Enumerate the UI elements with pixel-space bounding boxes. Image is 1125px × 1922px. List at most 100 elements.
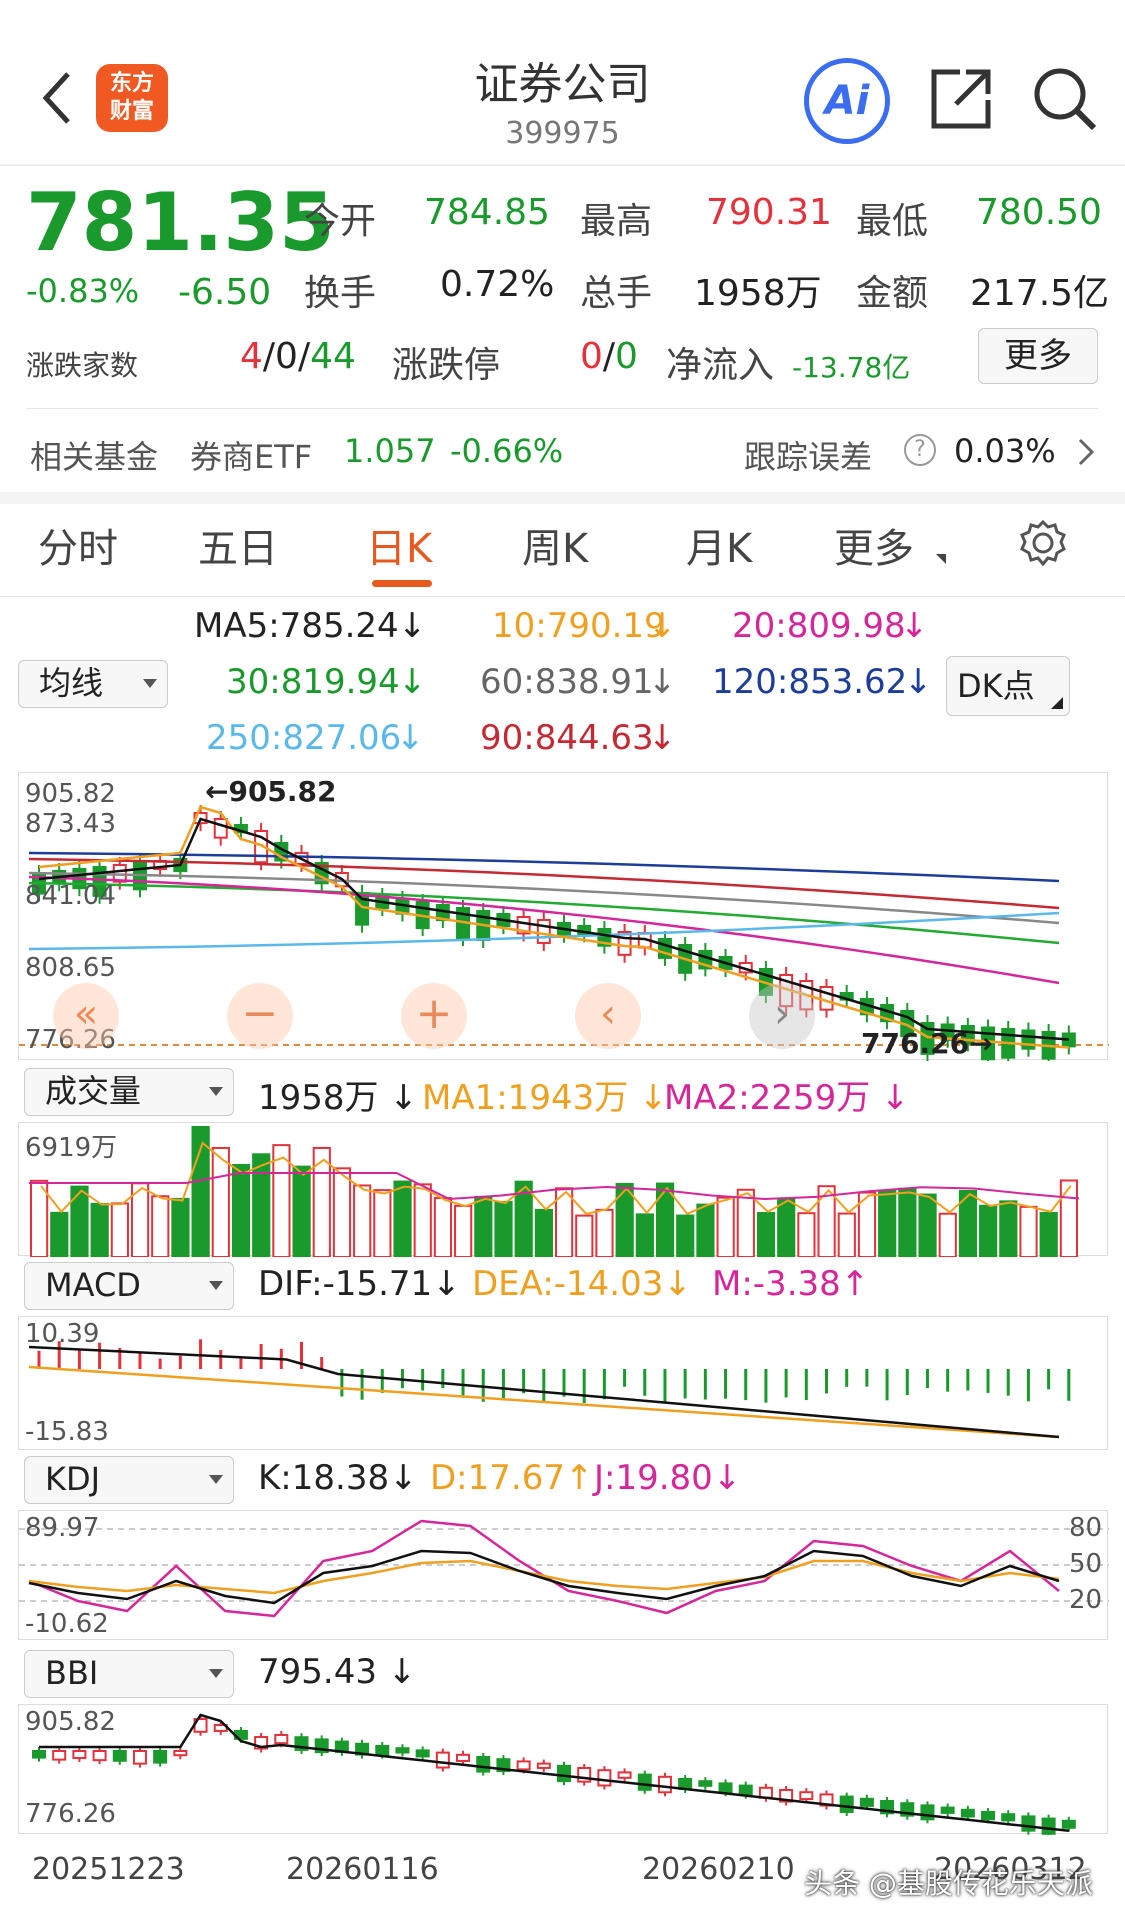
volume-bar [252,1153,271,1257]
ma120-line [28,851,1060,883]
volume-bar [50,1211,69,1257]
kdj-chart[interactable]: 89.97 -10.62 80 50 20 [18,1510,1109,1640]
breadth-down: 44 [310,336,356,377]
watermark: 头条 @基股传花乐天派 [804,1867,1093,1900]
date-label: 20260312 [934,1852,1087,1887]
bbi-candle [799,1791,814,1801]
limit-values: 0/0 [580,336,638,377]
jump-start-button[interactable]: « [53,983,119,1049]
ma10-line [38,805,1069,1049]
bbi-chart[interactable]: 905.82 776.26 [18,1704,1108,1835]
bbi-candle [940,1806,955,1814]
stock-code: 399975 [505,116,620,151]
volume-bar [151,1195,170,1257]
kdj-y-top: 89.97 [25,1513,100,1543]
kdj-level-20: 20 [1069,1585,1103,1615]
ma10-arrow: ↓ [648,606,677,646]
tab-daily-k[interactable]: 日K [366,526,433,572]
tab-five-day[interactable]: 五日 [198,526,278,572]
settings-icon[interactable] [1018,518,1068,572]
kdj-d-line [28,1559,1060,1595]
divider [0,164,1125,166]
more-button[interactable]: 更多 [978,328,1098,384]
bbi-candle [132,1750,147,1765]
volume-selector[interactable]: 成交量 [24,1068,234,1116]
macd-chart[interactable]: 10.39 -15.83 [18,1316,1108,1450]
bbi-candle [920,1804,935,1821]
tab-weekly-k[interactable]: 周K [522,526,589,572]
amount-label: 金额 [856,273,929,314]
volume-ma2-value: MA2:2259万 [664,1078,871,1118]
kdj-selector-label: KDJ [45,1460,101,1498]
date-label: 20260210 [642,1852,795,1887]
ma10-value: 10:790.19 [492,606,666,646]
macd-m: M:-3.38↑ [712,1264,870,1304]
search-icon[interactable] [1030,64,1100,134]
zoom-in-button[interactable]: + [401,983,467,1049]
dk-point-selector[interactable]: DK点 [946,656,1070,716]
volume-bar [696,1203,715,1257]
bbi-candle [1001,1813,1016,1822]
bbi-candle [173,1750,188,1757]
zoom-out-button[interactable]: − [227,983,293,1049]
ai-button[interactable]: Ai [804,58,890,144]
kdj-selector[interactable]: KDJ [24,1456,234,1504]
ma60-arrow: ↓ [648,662,677,702]
volume-bar [413,1183,432,1257]
ma-selector-label: 均线 [39,664,104,702]
bbi-candle [839,1795,854,1813]
bbi-candle [476,1756,491,1773]
bbi-y-bottom: 776.26 [25,1799,116,1829]
min-price-value: 776.26 [861,1027,970,1060]
bbi-candle [274,1734,289,1745]
tab-intraday[interactable]: 分时 [38,526,118,572]
volume-bar [534,1208,553,1257]
volume-selector-label: 成交量 [45,1072,142,1110]
y-label: 873.43 [25,809,116,839]
tab-more[interactable]: 更多 [834,526,914,572]
volume-bar [938,1212,957,1257]
kline-svg [19,805,1109,1061]
volume-bar [393,1180,412,1257]
bbi-candle [859,1797,874,1807]
volume-bar [635,1213,654,1257]
bbi-candle [536,1762,551,1769]
volume-bar [474,1195,493,1257]
macd-selector[interactable]: MACD [24,1262,234,1310]
divider [0,596,1125,597]
bbi-selector[interactable]: BBI [24,1650,234,1698]
bbi-candle [657,1775,672,1794]
scroll-right-button[interactable]: › [749,983,815,1049]
limit-sep: / [602,336,616,377]
bbi-candle [637,1773,652,1791]
back-icon[interactable] [38,68,78,128]
kline-chart[interactable]: 905.82 873.43 841.04 808.65 776.26 ←905.… [18,772,1109,1061]
breadth-flat: /0/ [262,336,311,377]
volume-label: 总手 [580,273,653,314]
netflow-label: 净流入 [666,345,775,386]
fund-change: -0.66% [450,432,564,470]
share-icon[interactable] [926,64,996,134]
fund-row[interactable]: 相关基金 券商ETF 1.057 -0.66% 跟踪误差 ? 0.03% [0,420,1125,484]
breadth-values: 4/0/44 [240,336,356,377]
bbi-candle [738,1784,753,1796]
bbi-number: 795.43 [258,1652,377,1692]
ma60-value: 60:838.91 [480,662,654,702]
macd-dea-value: DEA:-14.03 [472,1264,664,1304]
tab-monthly-k[interactable]: 月K [686,526,753,572]
ma-selector[interactable]: 均线 [18,660,168,708]
turnover-label: 换手 [304,273,377,314]
volume-bar [777,1197,796,1257]
high-label: 最高 [580,201,653,242]
ma250-arrow: ↓ [396,718,425,758]
bbi-candle [698,1780,713,1787]
ma90-value: 90:844.63 [480,718,654,758]
volume-chart[interactable]: 6919万 [18,1122,1108,1257]
track-value: 0.03% [954,432,1056,470]
netflow-value: -13.78亿 [792,351,911,384]
max-price-label: ←905.82 [205,775,337,808]
scroll-left-button[interactable]: ‹ [575,983,641,1049]
bbi-candle [516,1760,531,1771]
limit-label: 涨跌停 [392,345,501,386]
help-icon[interactable]: ? [904,434,936,466]
